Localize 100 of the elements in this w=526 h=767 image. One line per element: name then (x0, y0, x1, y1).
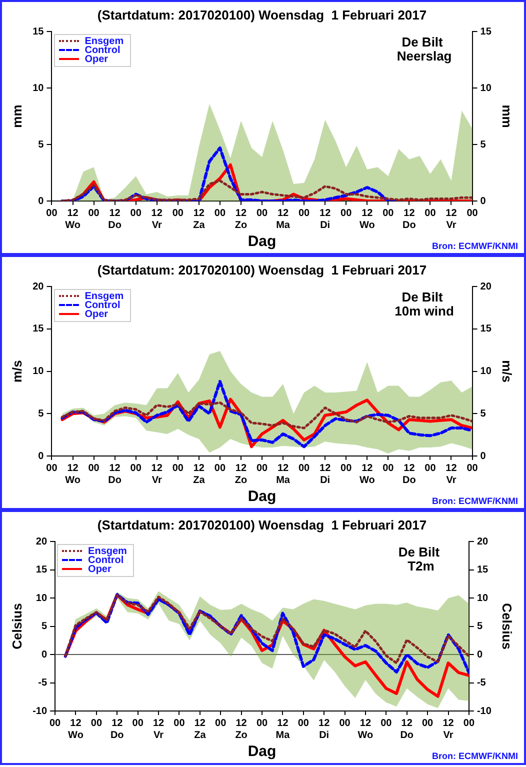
x-tick-label: 00 (214, 462, 226, 474)
text: Bron: ECMWF/KNMI (432, 240, 518, 251)
x-tick-label: 12 Ma (276, 208, 290, 231)
x-tick-label: 00 (422, 718, 434, 729)
x-tick-label: 00 (380, 718, 392, 729)
x-tick-label: 00 (382, 208, 394, 219)
x-tick-label: 12 Vr (446, 208, 458, 231)
legend-label: Control (88, 554, 124, 566)
x-tick-label: 12 Do (108, 208, 122, 231)
x-tick-label: 00 (130, 462, 142, 474)
y-axis-title: m/s (9, 360, 24, 383)
y-tick-label: 0 (38, 196, 44, 207)
x-tick-label: 12 Vr (446, 462, 458, 486)
x-axis-title: Dag (248, 233, 276, 250)
y2-tick-label: 20 (476, 536, 489, 548)
y-tick-label: 0 (38, 450, 44, 462)
y-axis-title: mm (9, 104, 24, 128)
y2-tick-label: 5 (480, 139, 486, 150)
x-tick-label: 12 Vr (151, 462, 163, 486)
y2-tick-label: 0 (476, 649, 483, 660)
chart-title: (Startdatum: 2017020100) Woensdag 1 Februari 2017 (97, 517, 427, 532)
y2-axis-title: mm (500, 104, 515, 128)
x-tick-label: 00 (463, 718, 475, 729)
text: Bron: ECMWF/KNMI (432, 496, 518, 506)
legend-label: Oper (84, 54, 108, 65)
x-tick-label: 12 Di (320, 462, 332, 486)
x-axis-title: Dag (248, 488, 276, 506)
y-tick-label: 5 (38, 408, 44, 420)
x-tick-label: 00 (298, 208, 310, 219)
y-tick-label: 20 (36, 536, 48, 548)
y2-tick-label: 10 (476, 592, 489, 604)
x-tick-label: 00 (172, 208, 184, 219)
annotation: De Bilt (398, 544, 440, 560)
legend-label: Oper (84, 308, 108, 320)
y2-tick-label: 15 (476, 564, 489, 576)
x-tick-label: 00 (466, 462, 478, 474)
x-tick-label: 12 Wo (358, 718, 374, 741)
y-tick-label: 10 (36, 592, 48, 604)
x-tick-label: 00 (382, 462, 394, 474)
annotation: 10m wind (394, 304, 454, 319)
x-tick-label: 00 (340, 208, 352, 219)
x-tick-label: 00 (49, 718, 62, 729)
x-tick-label: 00 (214, 208, 226, 219)
x-tick-label: 12 Ma (276, 718, 290, 741)
x-tick-label: 00 (46, 462, 58, 474)
x-tick-label: 00 (256, 718, 268, 729)
x-tick-label: 12 Vr (442, 718, 454, 741)
legend-label: Control (84, 44, 120, 56)
x-tick-label: 12 Zo (235, 718, 248, 741)
line-series (60, 401, 472, 430)
x-tick-label: 12 Do (402, 462, 416, 486)
x-tick-label: 00 (298, 718, 310, 729)
x-tick-label: 00 (215, 718, 227, 729)
legend-label: Ensgem (88, 546, 127, 557)
chart-title: (Startdatum: 2017020100) Woensdag 1 Februari 2017 (97, 262, 427, 278)
annotation: De Bilt (402, 290, 444, 305)
y-tick-label: 10 (32, 366, 44, 378)
y-tick-label: 0 (41, 649, 48, 660)
x-tick-label: 12 Wo (68, 718, 84, 741)
x-tick-label: 12 Vr (152, 718, 165, 741)
x-tick-label: 00 (256, 462, 268, 474)
x-tick-label: 12 Do (110, 718, 124, 741)
x-tick-label: 12 Do (108, 462, 122, 486)
legend-label: Control (84, 300, 120, 311)
text: Bron: ECMWF/KNMI (432, 750, 518, 761)
y-tick-label: 15 (32, 324, 44, 335)
y-tick-label: 15 (36, 564, 48, 576)
x-tick-label: 12 Ma (276, 462, 290, 486)
x-tick-label: 12 Zo (234, 462, 248, 486)
x-tick-label: 12 Di (318, 718, 330, 741)
x-tick-label: 12 Za (193, 462, 206, 486)
x-tick-label: 12 Do (400, 718, 414, 741)
y2-axis-title: m/s (500, 360, 515, 383)
x-tick-label: 00 (88, 208, 100, 219)
y-axis-title: Celsius (9, 603, 24, 650)
annotation: Neerslag (396, 48, 452, 64)
x-tick-label: 12 Za (193, 208, 206, 231)
x-tick-label: 12 Wo (359, 208, 375, 231)
line-series (60, 380, 472, 448)
x-tick-label: 00 (256, 208, 268, 219)
x-tick-label: 00 (298, 462, 310, 474)
x-tick-label: 00 (340, 462, 352, 474)
y2-tick-label: 15 (480, 26, 492, 38)
x-tick-label: 12 Za (194, 718, 206, 741)
x-tick-label: 00 (172, 462, 184, 474)
y2-tick-label: 0 (480, 450, 486, 462)
legend-label: Ensgem (84, 290, 124, 302)
y2-tick-label: 20 (480, 281, 492, 292)
y2-tick-label: -10 (476, 706, 492, 717)
x-tick-label: 12 Zo (234, 208, 248, 231)
y2-tick-label: 5 (476, 621, 483, 632)
x-tick-label: 00 (46, 208, 58, 219)
annotation: De Bilt (402, 34, 444, 50)
y2-tick-label: 5 (480, 408, 486, 420)
x-tick-label: 12 Wo (65, 462, 80, 486)
x-tick-label: 12 Do (402, 208, 416, 231)
y2-tick-label: 0 (480, 196, 486, 207)
y-tick-label: -5 (38, 678, 48, 689)
chart-title: (Startdatum: 2017020100) Woensdag 1 Februari 2017 (97, 7, 427, 22)
x-axis-title: Dag (248, 743, 276, 760)
